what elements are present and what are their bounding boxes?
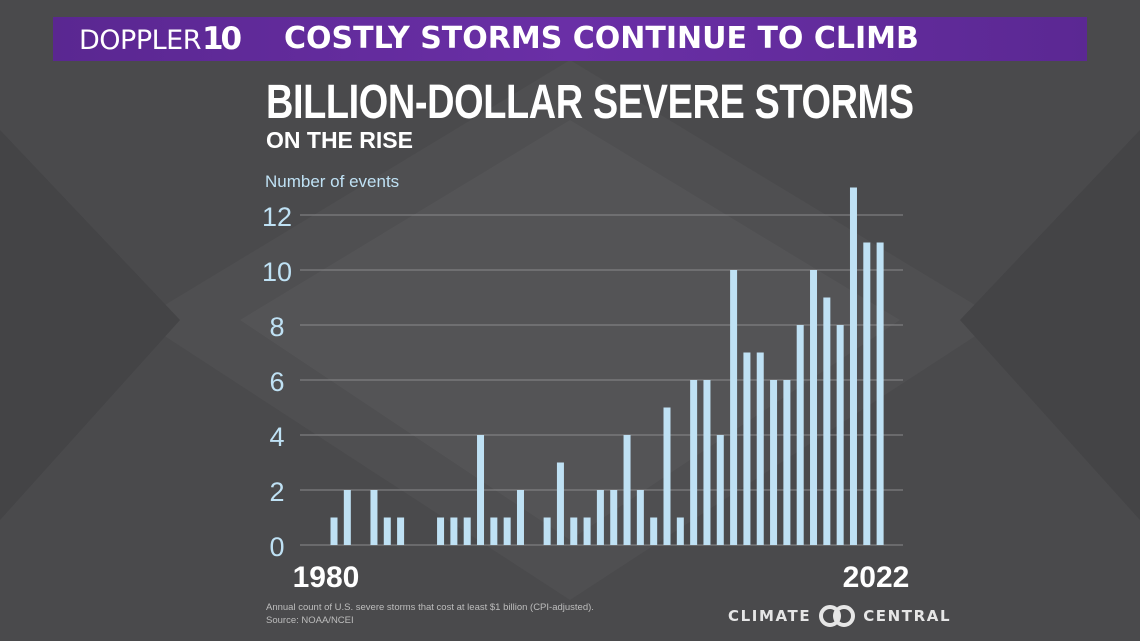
y-tick-label: 12 [262,202,292,232]
bar-2001 [610,490,618,545]
bar-1992 [490,517,498,545]
bar-2002 [623,435,631,545]
bar-2021 [876,242,884,545]
y-tick-label: 4 [269,422,284,452]
climate-central-brand: CLIMATE CENTRAL [728,603,951,629]
y-tick-label: 10 [262,257,292,287]
bar-2004 [650,517,658,545]
bar-1997 [556,462,564,545]
footnote-description: Annual count of U.S. severe storms that … [266,602,594,613]
bar-2007 [690,380,698,545]
bar-1981 [343,490,351,545]
bar-2013 [770,380,778,545]
bar-1980 [330,517,338,545]
bar-2014 [783,380,791,545]
bar-2010 [730,270,738,545]
bar-1989 [450,517,458,545]
bar-2003 [636,490,644,545]
top-banner: DOPPLER10 COSTLY STORMS CONTINUE TO CLIM… [53,17,1087,61]
bar-2020 [863,242,871,545]
doppler10-logo: DOPPLER10 [79,21,242,57]
bar-2015 [796,325,804,545]
bar-2008 [703,380,711,545]
chart-subtitle: ON THE RISE [266,127,413,153]
bar-2006 [676,517,684,545]
x-tick-label-end: 2022 [843,561,910,594]
bar-2011 [743,352,751,545]
climate-central-logo-icon [819,605,856,627]
y-tick-label: 6 [269,367,284,397]
bar-2009 [716,435,724,545]
bar-1990 [463,517,471,545]
chart-footnote: Annual count of U.S. severe storms that … [266,601,594,627]
bar-1998 [570,517,578,545]
bar-2019 [849,187,857,545]
bar-2016 [810,270,818,545]
bar-2012 [756,352,764,545]
y-tick-label: 0 [269,532,284,562]
bar-2017 [823,297,831,545]
footnote-source: Source: NOAA/NCEI [266,615,354,626]
y-axis-label: Number of events [265,172,400,191]
bar-2005 [663,407,671,545]
chart-title: BILLION-DOLLAR SEVERE STORMS [266,76,914,129]
bar-1991 [477,435,485,545]
x-tick-label-start: 1980 [293,561,360,594]
bar-2018 [836,325,844,545]
bar-1983 [370,490,378,545]
bar-1985 [397,517,405,545]
bar-1996 [543,517,551,545]
bar-2000 [596,490,604,545]
bar-1984 [383,517,391,545]
y-tick-label: 8 [269,312,284,342]
bar-1993 [503,517,511,545]
brand-climate-text: CLIMATE [728,607,812,625]
bar-1988 [437,517,445,545]
brand-central-text: CENTRAL [863,607,952,625]
y-tick-label: 2 [269,477,284,507]
bar-1994 [516,490,524,545]
bar-1999 [583,517,591,545]
banner-headline: COSTLY STORMS CONTINUE TO CLIMB [284,21,919,56]
